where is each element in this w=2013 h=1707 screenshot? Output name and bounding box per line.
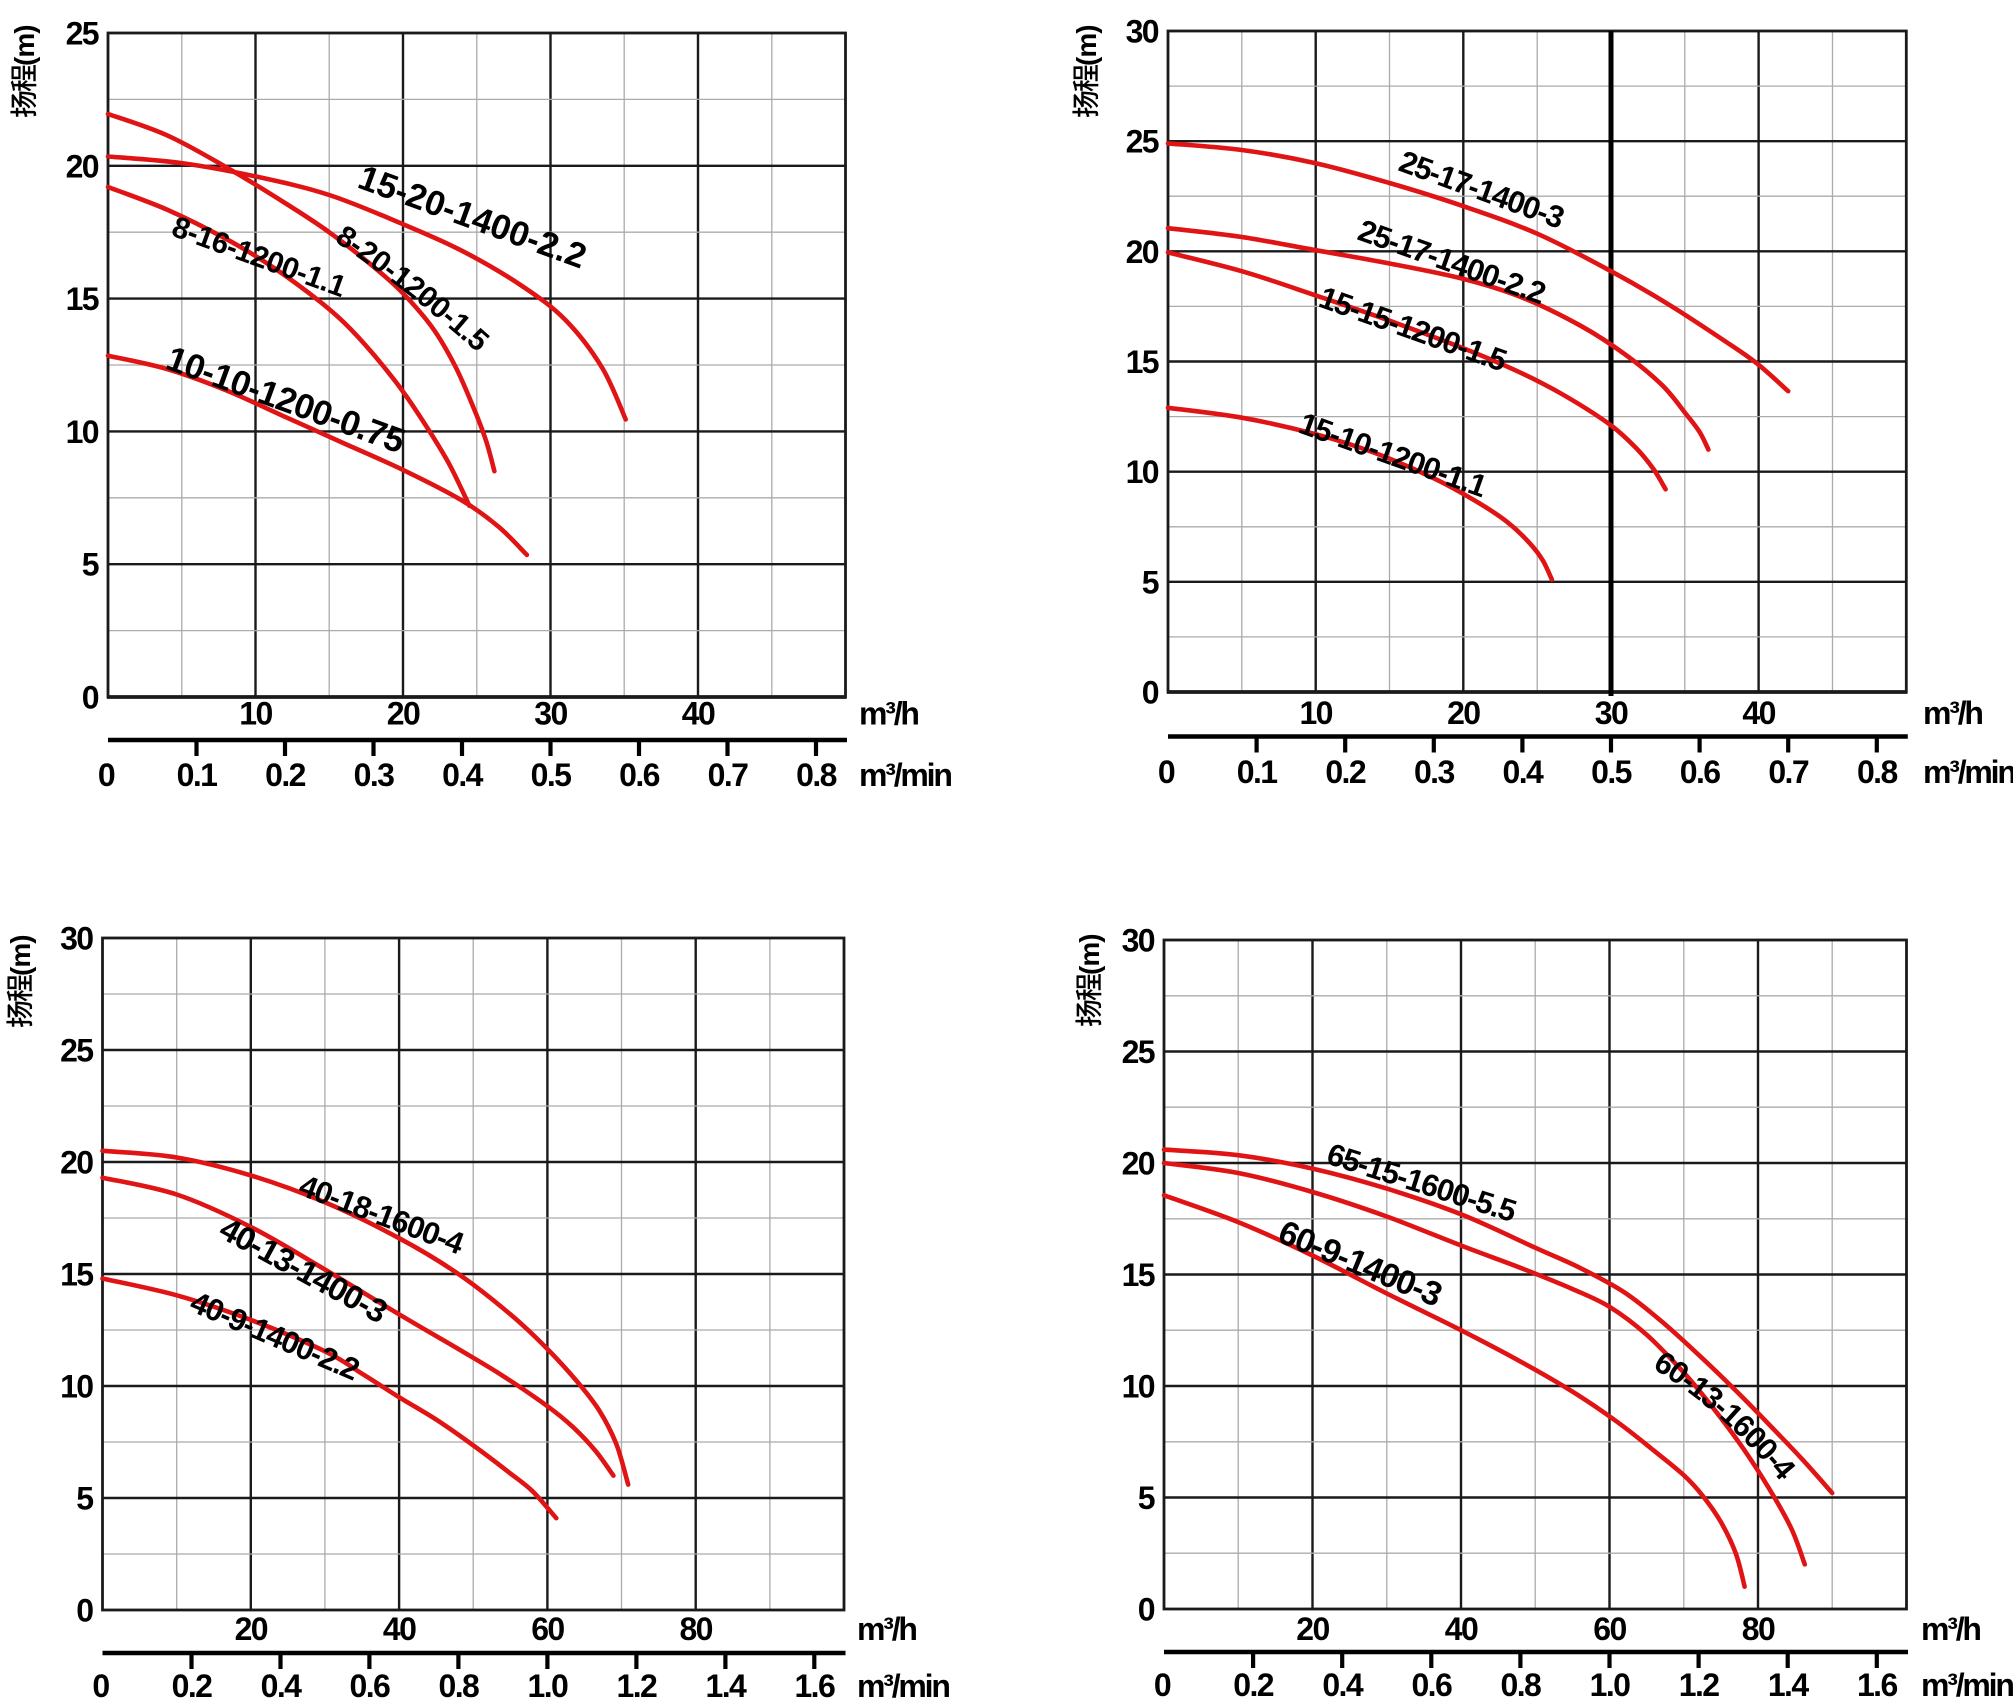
- svg-text:15-10-1200-1.1: 15-10-1200-1.1: [1295, 406, 1492, 504]
- svg-text:0.6: 0.6: [350, 1668, 390, 1704]
- svg-text:10: 10: [1122, 1369, 1155, 1405]
- svg-text:1.0: 1.0: [528, 1668, 568, 1704]
- svg-text:1.2: 1.2: [617, 1668, 657, 1704]
- svg-text:1.2: 1.2: [1679, 1667, 1719, 1703]
- svg-text:0.4: 0.4: [442, 757, 483, 793]
- svg-text:1.6: 1.6: [1857, 1667, 1897, 1703]
- svg-text:(m): (m): [1071, 25, 1102, 66]
- svg-text:20: 20: [235, 1611, 268, 1647]
- svg-text:m³/h: m³/h: [859, 696, 918, 732]
- svg-text:0.8: 0.8: [1857, 754, 1897, 790]
- svg-text:0.3: 0.3: [1414, 754, 1454, 790]
- svg-text:1.4: 1.4: [1768, 1667, 1809, 1703]
- svg-text:(m): (m): [9, 25, 40, 66]
- svg-text:0.8: 0.8: [1501, 1667, 1541, 1703]
- svg-text:m³/min: m³/min: [1923, 754, 2013, 790]
- svg-text:30: 30: [534, 696, 567, 732]
- svg-text:10: 10: [1299, 695, 1332, 731]
- svg-text:80: 80: [1742, 1611, 1775, 1647]
- svg-text:10: 10: [1126, 454, 1159, 490]
- svg-text:0.2: 0.2: [1325, 754, 1365, 790]
- svg-text:15: 15: [66, 281, 99, 317]
- svg-text:0.2: 0.2: [265, 757, 305, 793]
- svg-text:20: 20: [1296, 1611, 1329, 1647]
- svg-text:0.8: 0.8: [796, 757, 836, 793]
- svg-text:25: 25: [60, 1033, 93, 1069]
- svg-text:1.0: 1.0: [1590, 1667, 1630, 1703]
- svg-text:25-17-1400-3: 25-17-1400-3: [1395, 144, 1569, 236]
- svg-text:30: 30: [1595, 695, 1628, 731]
- svg-text:0: 0: [92, 1668, 109, 1704]
- svg-text:0.7: 0.7: [1768, 754, 1808, 790]
- svg-text:1.6: 1.6: [794, 1668, 834, 1704]
- svg-text:5: 5: [82, 547, 99, 583]
- svg-text:m³/min: m³/min: [859, 757, 951, 793]
- svg-text:0.5: 0.5: [531, 757, 571, 793]
- svg-text:0: 0: [1142, 675, 1159, 711]
- svg-text:5: 5: [1142, 564, 1159, 600]
- svg-text:0: 0: [76, 1593, 93, 1629]
- svg-text:0: 0: [1138, 1592, 1155, 1628]
- svg-text:(m): (m): [1074, 934, 1105, 975]
- svg-text:0.1: 0.1: [177, 757, 217, 793]
- svg-text:20: 20: [60, 1145, 93, 1181]
- svg-text:10: 10: [239, 696, 272, 732]
- svg-text:m³/h: m³/h: [1921, 1611, 1980, 1647]
- svg-text:0: 0: [1154, 1667, 1171, 1703]
- svg-text:8-20-1200-1.5: 8-20-1200-1.5: [330, 219, 495, 358]
- svg-text:0: 0: [1158, 754, 1175, 790]
- svg-text:25: 25: [66, 16, 99, 52]
- svg-text:10: 10: [60, 1369, 93, 1405]
- svg-text:0: 0: [98, 757, 115, 793]
- svg-text:60: 60: [531, 1611, 564, 1647]
- svg-text:40: 40: [383, 1611, 416, 1647]
- svg-text:40: 40: [682, 696, 715, 732]
- svg-text:40-18-1600-4: 40-18-1600-4: [295, 1168, 470, 1262]
- svg-text:5: 5: [76, 1481, 93, 1517]
- svg-text:0.3: 0.3: [354, 757, 394, 793]
- svg-text:40: 40: [1445, 1611, 1478, 1647]
- svg-text:0: 0: [82, 680, 99, 716]
- svg-text:60: 60: [1593, 1611, 1626, 1647]
- svg-text:0.2: 0.2: [1233, 1667, 1273, 1703]
- svg-text:15: 15: [60, 1257, 93, 1293]
- svg-text:5: 5: [1138, 1480, 1155, 1516]
- svg-text:10-10-1200-0.75: 10-10-1200-0.75: [161, 339, 409, 461]
- svg-text:0.1: 0.1: [1237, 754, 1277, 790]
- svg-text:25: 25: [1122, 1034, 1155, 1070]
- svg-text:m³/h: m³/h: [857, 1611, 916, 1647]
- svg-text:m³/h: m³/h: [1923, 695, 1982, 731]
- svg-text:30: 30: [1122, 923, 1155, 959]
- svg-text:20: 20: [66, 148, 99, 184]
- svg-text:8-16-1200-1.1: 8-16-1200-1.1: [168, 211, 350, 304]
- svg-text:10: 10: [66, 414, 99, 450]
- svg-text:0.8: 0.8: [439, 1668, 479, 1704]
- svg-text:m³/min: m³/min: [857, 1668, 949, 1704]
- svg-text:20: 20: [1126, 234, 1159, 270]
- svg-text:40: 40: [1742, 695, 1775, 731]
- svg-text:20: 20: [1122, 1146, 1155, 1182]
- svg-text:15-15-1200-1.5: 15-15-1200-1.5: [1315, 280, 1512, 379]
- svg-text:20: 20: [387, 696, 420, 732]
- svg-text:0.4: 0.4: [1503, 754, 1544, 790]
- svg-text:15: 15: [1122, 1257, 1155, 1293]
- svg-text:30: 30: [1126, 14, 1159, 50]
- svg-text:0.6: 0.6: [1411, 1667, 1451, 1703]
- svg-text:m³/min: m³/min: [1921, 1667, 2013, 1703]
- svg-text:0.6: 0.6: [1680, 754, 1720, 790]
- svg-text:0.4: 0.4: [1322, 1667, 1363, 1703]
- svg-text:0.6: 0.6: [619, 757, 659, 793]
- svg-text:30: 30: [60, 921, 93, 957]
- svg-text:0.5: 0.5: [1591, 754, 1631, 790]
- svg-text:15: 15: [1126, 344, 1159, 380]
- svg-text:0.4: 0.4: [261, 1668, 302, 1704]
- svg-text:(m): (m): [5, 935, 36, 976]
- svg-text:1.4: 1.4: [706, 1668, 747, 1704]
- svg-text:20: 20: [1447, 695, 1480, 731]
- svg-text:0.7: 0.7: [708, 757, 748, 793]
- svg-text:0.2: 0.2: [172, 1668, 212, 1704]
- svg-text:80: 80: [679, 1611, 712, 1647]
- svg-text:65-15-1600-5.5: 65-15-1600-5.5: [1323, 1136, 1521, 1229]
- svg-text:25: 25: [1126, 124, 1159, 160]
